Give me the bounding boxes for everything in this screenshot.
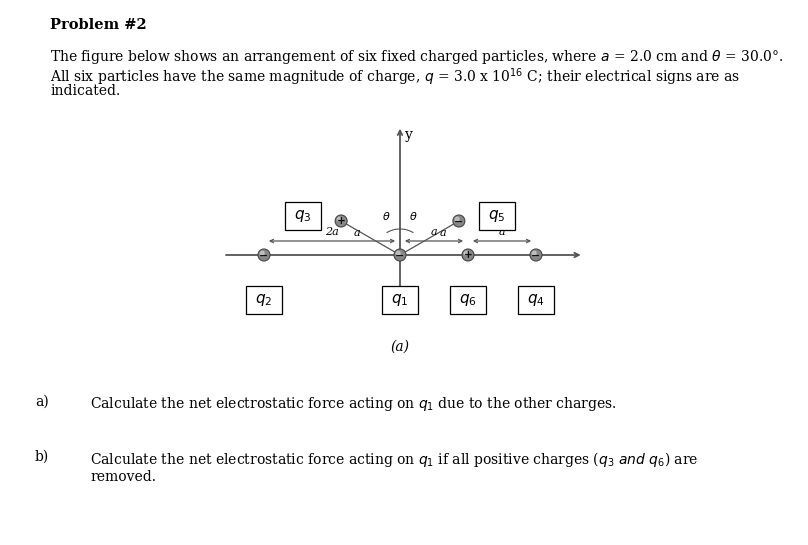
Text: −: − xyxy=(454,216,464,227)
Bar xyxy=(450,287,486,313)
Text: +: + xyxy=(337,216,346,227)
Bar xyxy=(246,287,282,313)
Text: −: − xyxy=(395,251,405,261)
Circle shape xyxy=(453,215,465,227)
Circle shape xyxy=(394,249,406,261)
Text: a: a xyxy=(440,228,446,238)
Bar xyxy=(285,202,321,229)
Text: a: a xyxy=(431,227,437,237)
Text: removed.: removed. xyxy=(90,470,156,484)
Text: a): a) xyxy=(35,395,48,409)
Text: $q_{4}$: $q_{4}$ xyxy=(527,292,545,308)
Text: $\theta$: $\theta$ xyxy=(382,210,391,222)
Text: −: − xyxy=(259,251,269,261)
Circle shape xyxy=(530,249,542,261)
Text: −: − xyxy=(532,251,541,261)
Text: indicated.: indicated. xyxy=(50,84,120,98)
Circle shape xyxy=(396,251,400,255)
Text: (a): (a) xyxy=(390,340,410,354)
Text: Calculate the net electrostatic force acting on $q_1$ due to the other charges.: Calculate the net electrostatic force ac… xyxy=(90,395,617,413)
Circle shape xyxy=(455,217,459,221)
Circle shape xyxy=(465,251,468,255)
Text: $q_{6}$: $q_{6}$ xyxy=(459,292,477,308)
Circle shape xyxy=(338,217,341,221)
Text: The figure below shows an arrangement of six fixed charged particles, where $a$ : The figure below shows an arrangement of… xyxy=(50,48,783,66)
Circle shape xyxy=(532,251,537,255)
Text: 2a: 2a xyxy=(325,227,339,237)
Text: +: + xyxy=(464,251,473,261)
Text: a: a xyxy=(354,228,360,238)
Text: $q_{1}$: $q_{1}$ xyxy=(391,292,409,308)
Text: $q_{2}$: $q_{2}$ xyxy=(255,292,272,308)
Circle shape xyxy=(260,251,264,255)
Text: a: a xyxy=(499,227,505,237)
Text: Calculate the net electrostatic force acting on $q_1$ if all positive charges ($: Calculate the net electrostatic force ac… xyxy=(90,450,698,469)
Bar xyxy=(382,287,418,313)
Text: $q_{5}$: $q_{5}$ xyxy=(488,208,506,224)
Text: y: y xyxy=(405,128,413,142)
Text: $q_{3}$: $q_{3}$ xyxy=(294,208,312,224)
Circle shape xyxy=(462,249,474,261)
Text: Problem #2: Problem #2 xyxy=(50,18,147,32)
Text: b): b) xyxy=(35,450,49,464)
Bar xyxy=(518,287,553,313)
Text: All six particles have the same magnitude of charge, $q$ = 3.0 x 10$^{16}$ C; th: All six particles have the same magnitud… xyxy=(50,66,740,88)
Bar xyxy=(479,202,515,229)
Circle shape xyxy=(258,249,270,261)
Text: $\theta$: $\theta$ xyxy=(409,210,418,222)
Circle shape xyxy=(335,215,347,227)
